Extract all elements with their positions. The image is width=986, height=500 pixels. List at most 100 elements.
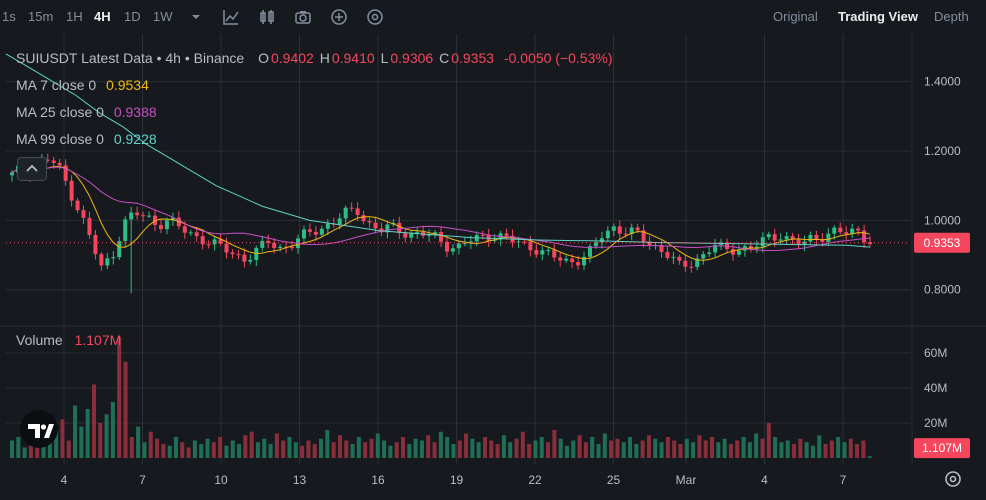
volume-bar <box>722 438 727 458</box>
candle-body <box>683 260 688 267</box>
price-chart[interactable]: 1.4000 1.2000 1.0000 0.8000 60M 40M 20M 4 7 10 13 1… <box>0 34 986 500</box>
candle-body <box>272 242 277 249</box>
collapse-legend-button[interactable] <box>17 157 47 181</box>
indicator-line-icon[interactable] <box>221 7 241 27</box>
candle-body <box>123 219 128 242</box>
view-trading-view[interactable]: Trading View <box>838 9 918 24</box>
volume-bar <box>155 438 160 458</box>
low-value: 0.9306 <box>390 50 434 66</box>
volume-bar <box>413 438 418 458</box>
volume-bar <box>779 442 784 458</box>
chart-settings-button[interactable] <box>940 466 966 492</box>
volume-bar <box>577 435 582 458</box>
chevron-down-icon[interactable] <box>186 7 206 27</box>
volume-bar <box>546 442 551 458</box>
time-tick-label: 16 <box>371 473 385 487</box>
candle-icon[interactable] <box>257 7 277 27</box>
volume-bar <box>218 437 223 458</box>
candle-body <box>87 217 92 236</box>
volume-bar <box>394 442 399 458</box>
volume-bar <box>104 414 109 458</box>
candle-body <box>147 215 152 217</box>
volume-bar <box>173 437 178 458</box>
plus-circle-icon[interactable] <box>329 7 349 27</box>
candle-body <box>570 258 575 263</box>
candle-body <box>456 243 461 249</box>
volume-bar <box>792 444 797 458</box>
candle-body <box>576 262 581 266</box>
interval-15m[interactable]: 15m <box>28 9 54 24</box>
candle-body <box>260 240 265 248</box>
time-tick-label: 4 <box>761 473 768 487</box>
view-original[interactable]: Original <box>773 9 818 24</box>
ma7-label: MA 7 close 0 <box>16 77 97 93</box>
interval-1d[interactable]: 1D <box>124 9 141 24</box>
candle-body <box>582 256 587 266</box>
volume-bar <box>760 438 765 458</box>
volume-bar <box>401 437 406 458</box>
volume-bar <box>457 440 462 458</box>
candle-body <box>319 228 324 235</box>
candle-body <box>188 232 193 234</box>
candle-body <box>135 212 140 216</box>
volume-bar <box>167 445 172 458</box>
interval-1s[interactable]: 1s <box>2 9 16 24</box>
volume-legend: Volume 1.107M <box>16 332 123 348</box>
candle-body <box>748 246 753 249</box>
interval-4h[interactable]: 4H <box>94 9 111 24</box>
camera-icon[interactable] <box>293 7 313 27</box>
volume-bar <box>230 440 235 458</box>
candle-body <box>671 256 676 258</box>
volume-bar <box>836 437 841 458</box>
volume-bar <box>123 361 128 458</box>
candle-body <box>647 241 652 246</box>
volume-bar <box>848 438 853 458</box>
volume-bar <box>476 442 481 458</box>
candle-body <box>158 225 163 230</box>
volume-bar <box>634 444 639 458</box>
candle-body <box>540 250 545 255</box>
candle-body <box>856 228 861 231</box>
ohlc-legend: SUIUSDT Latest Data • 4h • Binance O 0.94… <box>16 50 615 66</box>
candle-body <box>480 234 485 236</box>
candle-body <box>117 241 122 258</box>
candle-body <box>450 248 455 252</box>
volume-bar <box>520 431 525 458</box>
candle-body <box>224 243 229 253</box>
volume-tick-label: 20M <box>924 416 947 430</box>
volume-bar <box>564 445 569 458</box>
settings-circle-icon[interactable] <box>365 7 385 27</box>
candle-body <box>182 226 187 233</box>
volume-bar <box>363 442 368 458</box>
candle-body <box>528 241 533 251</box>
interval-1w[interactable]: 1W <box>153 9 173 24</box>
volume-bar <box>110 402 115 458</box>
candle-body <box>403 233 408 238</box>
current-volume-badge <box>914 438 970 459</box>
price-tick-label: 0.8000 <box>924 283 961 297</box>
candle-body <box>355 208 360 216</box>
volume-label: Volume <box>16 332 63 348</box>
candle-body <box>290 246 295 249</box>
high-value: 0.9410 <box>331 50 375 66</box>
volume-bar <box>861 440 866 458</box>
volume-bar <box>388 445 393 458</box>
ma99-legend: MA 99 close 0 0.9228 <box>16 131 159 147</box>
candle-body <box>69 180 74 201</box>
time-tick-label: 19 <box>450 473 464 487</box>
interval-1h[interactable]: 1H <box>66 9 83 24</box>
view-depth[interactable]: Depth <box>934 9 969 24</box>
candle-body <box>635 227 640 231</box>
volume-bar <box>426 435 431 458</box>
volume-bar <box>243 435 248 458</box>
candle-body <box>93 235 98 255</box>
volume-bar <box>54 430 59 458</box>
volume-bar <box>823 444 828 458</box>
time-tick-label: 22 <box>528 473 542 487</box>
volume-bar <box>281 440 286 458</box>
candle-body <box>427 234 432 236</box>
volume-bar <box>533 440 538 458</box>
volume-bar <box>489 440 494 458</box>
volume-bar <box>186 447 191 458</box>
volume-bar <box>855 444 860 458</box>
